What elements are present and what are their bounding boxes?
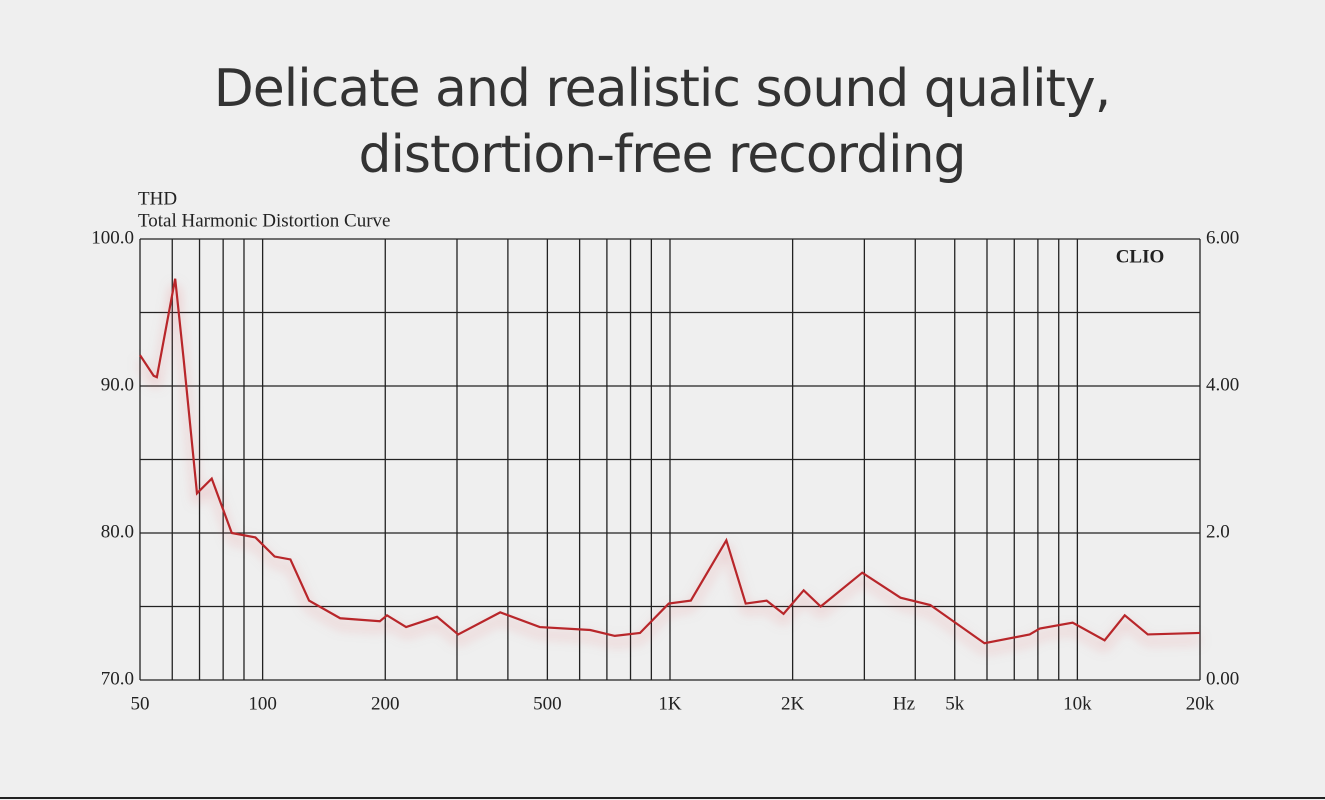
- chart-subtitle: Total Harmonic Distortion Curve: [138, 210, 390, 231]
- y-tick-label: 90.0: [101, 374, 134, 395]
- x-tick-label: 10k: [1063, 693, 1092, 714]
- thd-curve: [139, 278, 1201, 645]
- y-tick-label: 100.0: [91, 227, 134, 248]
- annotation: CLIO: [1116, 246, 1165, 267]
- y2-tick-label: 4.00: [1206, 374, 1239, 395]
- x-tick-label: 2K: [781, 693, 805, 714]
- y2-tick-label: 0.00: [1206, 668, 1239, 689]
- y2-tick-label: 6.00: [1206, 227, 1239, 248]
- y-tick-label: 80.0: [101, 521, 134, 542]
- y-tick-label: 70.0: [101, 668, 134, 689]
- x-tick-label: 50: [131, 693, 150, 714]
- y2-tick-label: 2.0: [1206, 521, 1230, 542]
- x-tick-label: 100: [248, 693, 277, 714]
- x-tick-label: 20k: [1186, 693, 1215, 714]
- x-axis-label: Hz: [893, 693, 915, 714]
- x-tick-label: 1K: [658, 693, 682, 714]
- chart-title: THD: [138, 188, 177, 209]
- x-tick-label: 200: [371, 693, 400, 714]
- x-tick-label: 500: [533, 693, 562, 714]
- headline: distortion-free recording: [358, 125, 965, 185]
- x-tick-label: 5k: [945, 693, 965, 714]
- headline: Delicate and realistic sound quality,: [214, 59, 1110, 119]
